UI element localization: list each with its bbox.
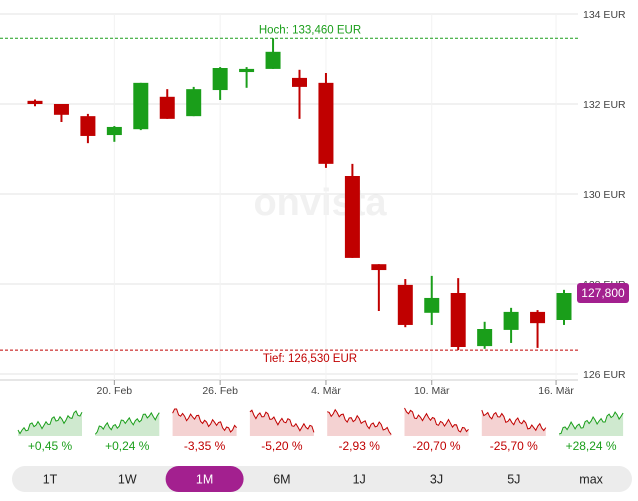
last-price-tag xyxy=(577,283,629,303)
candle-body xyxy=(344,176,360,258)
period-button[interactable]: 1T xyxy=(43,472,58,486)
candle-body xyxy=(53,104,69,115)
sparkline-area xyxy=(249,410,314,436)
candle-body xyxy=(186,89,202,117)
period-bar xyxy=(12,466,632,492)
sparkline-area xyxy=(481,410,546,436)
period-button[interactable]: 1W xyxy=(118,472,137,486)
candle-body xyxy=(424,297,440,313)
candle-body xyxy=(80,116,96,136)
x-tick-label: 16. Mär xyxy=(538,385,574,397)
candle-body xyxy=(159,96,175,119)
sparkline xyxy=(558,411,624,435)
candle-body xyxy=(106,126,122,136)
sparkline-area xyxy=(18,411,82,436)
candle-body xyxy=(292,77,307,87)
candle-body xyxy=(27,100,43,104)
x-tick-label: 10. Mär xyxy=(414,385,450,397)
period-button[interactable]: 5J xyxy=(507,472,520,486)
sparkline xyxy=(172,408,237,433)
performance-label: -20,70 % xyxy=(412,439,460,453)
sparkline-area xyxy=(327,409,392,436)
candle-body xyxy=(477,329,493,347)
period-button[interactable]: 3J xyxy=(430,472,443,486)
x-tick-label: 20. Feb xyxy=(97,385,133,397)
candle-body xyxy=(371,264,387,271)
sparkline-area xyxy=(404,408,469,436)
high-line-label: Hoch: 133,460 EUR xyxy=(259,24,361,36)
sparkline xyxy=(404,407,469,433)
candle-body xyxy=(265,51,281,69)
performance-label: -5,20 % xyxy=(261,439,303,453)
period-button[interactable]: 1J xyxy=(353,472,366,486)
performance-label: -2,93 % xyxy=(339,439,381,453)
sparkline-area xyxy=(559,412,624,436)
low-line-label: Tief: 126,530 EUR xyxy=(263,353,357,365)
sparkline xyxy=(249,409,315,433)
sparkline xyxy=(327,408,392,435)
x-tick-label: 26. Feb xyxy=(202,385,238,397)
candle-body xyxy=(397,284,413,325)
y-tick-label: 130 EUR xyxy=(583,189,626,201)
performance-label: +28,24 % xyxy=(566,439,617,453)
performance-label: +0,24 % xyxy=(105,439,150,453)
watermark: onvista xyxy=(253,182,387,224)
period-button[interactable]: 1M xyxy=(196,472,213,486)
candle-body xyxy=(530,311,546,324)
performance-label: -25,70 % xyxy=(490,439,538,453)
sparkline xyxy=(94,411,160,435)
sparkline xyxy=(17,410,83,435)
y-tick-label: 134 EUR xyxy=(583,9,626,21)
candle-body xyxy=(318,82,334,164)
candle-body xyxy=(556,293,572,320)
period-button[interactable]: 6M xyxy=(273,472,290,486)
y-tick-label: 126 EUR xyxy=(583,369,626,381)
candle-body xyxy=(133,82,149,130)
period-button-active xyxy=(165,466,244,492)
sparkline-area xyxy=(172,409,237,436)
y-tick-label: 132 EUR xyxy=(583,99,626,111)
candle-body xyxy=(503,311,519,330)
sparkline xyxy=(481,409,547,432)
performance-label: +0,45 % xyxy=(28,439,73,453)
candle-body xyxy=(212,68,228,91)
candle-body xyxy=(239,68,255,73)
candle-body xyxy=(450,293,466,347)
period-button[interactable]: max xyxy=(579,472,603,486)
x-tick-label: 4. Mär xyxy=(311,385,341,397)
last-price-label: 127,800 xyxy=(581,286,625,300)
performance-label: -3,35 % xyxy=(184,439,226,453)
